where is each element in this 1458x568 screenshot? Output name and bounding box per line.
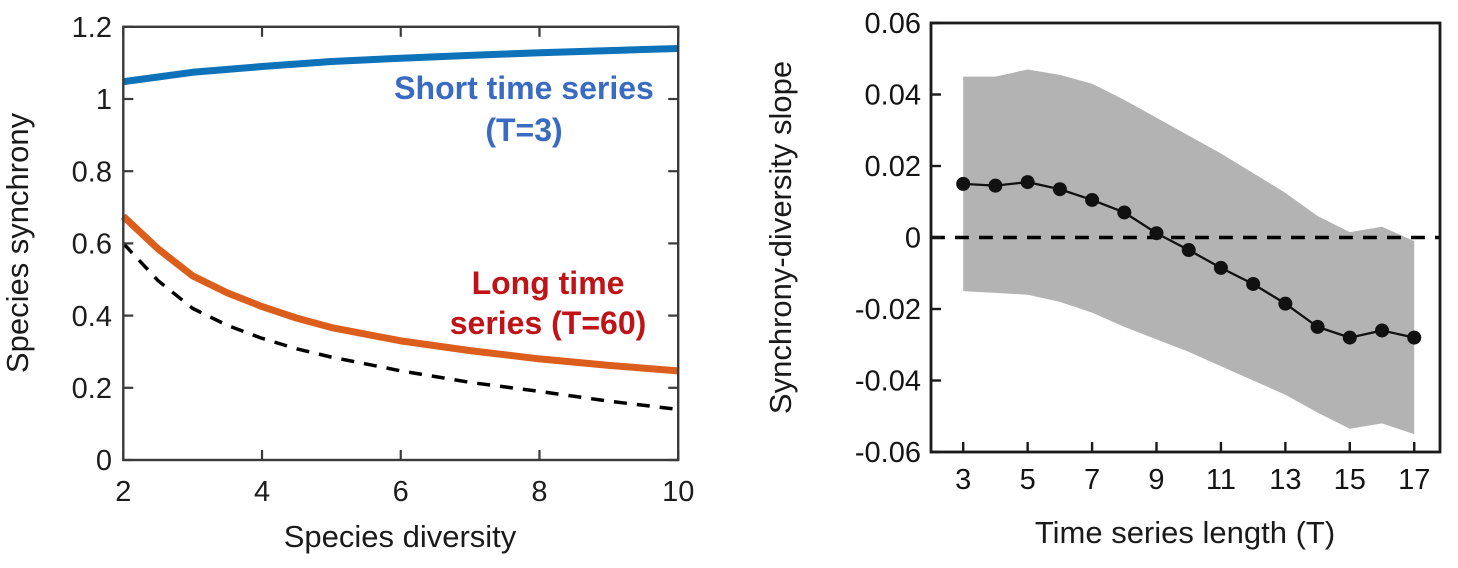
- x-tick-label: 6: [393, 476, 409, 508]
- data-point-marker: [988, 178, 1003, 193]
- short-series-annotation-line1: Short time series: [394, 70, 654, 106]
- y-tick-label: 0: [905, 223, 921, 255]
- right-xaxis-label: Time series length (T): [1035, 515, 1335, 550]
- y-tick-label: 0.8: [72, 156, 112, 188]
- y-tick-label: -0.04: [855, 366, 921, 398]
- data-point-marker: [1407, 330, 1422, 345]
- x-tick-label: 15: [1334, 464, 1366, 496]
- y-tick-label: 1: [96, 84, 112, 116]
- y-tick-label: 0: [96, 445, 112, 477]
- x-tick-label: 9: [1148, 464, 1164, 496]
- left-chart-figure: 2 4 6 8 10 0 0.2 0.4 0.6 0.8 1 1.2 Species diversit…: [0, 12, 694, 554]
- y-tick-label: 0.2: [72, 373, 112, 405]
- y-tick-label: 0.6: [72, 229, 112, 261]
- y-tick-label: 0.06: [865, 8, 921, 40]
- data-point-marker: [1020, 175, 1035, 190]
- data-point-marker: [1052, 182, 1067, 197]
- data-point-marker: [1375, 323, 1390, 338]
- right-plot-frame: [929, 21, 1442, 454]
- data-point-marker: [1149, 226, 1164, 241]
- short-series-line: [122, 44, 679, 86]
- data-point-marker: [1342, 330, 1357, 345]
- x-tick-label: 7: [1084, 464, 1100, 496]
- left-xaxis-label: Species diversity: [284, 519, 517, 554]
- data-point-marker: [1085, 192, 1100, 207]
- y-tick-label: 1.2: [72, 12, 112, 44]
- data-point-marker: [1246, 276, 1261, 291]
- data-point-marker: [956, 176, 971, 191]
- short-series-annotation-line2: (T=3): [485, 112, 562, 148]
- y-tick-label: -0.06: [855, 437, 921, 469]
- y-tick-label: 0.4: [72, 301, 112, 333]
- data-point-marker: [1310, 319, 1325, 334]
- long-series-annotation-line1: Long time: [472, 265, 625, 301]
- left-yaxis-label: Species synchrony: [0, 112, 35, 373]
- right-yaxis-label: Synchrony-diversity slope: [763, 61, 798, 414]
- dashed-reference-line: [122, 242, 679, 412]
- x-tick-label: 4: [254, 476, 270, 508]
- x-tick-label: 17: [1398, 464, 1430, 496]
- x-tick-label: 10: [662, 476, 694, 508]
- x-tick-label: 2: [115, 476, 131, 508]
- data-point-marker: [1213, 260, 1228, 275]
- data-point-marker: [1117, 205, 1132, 220]
- x-tick-label: 5: [1020, 464, 1036, 496]
- y-tick-label: -0.02: [855, 294, 921, 326]
- y-tick-label: 0.02: [865, 151, 921, 183]
- long-series-annotation-line2: series (T=60): [450, 305, 647, 341]
- long-series-line: [120, 213, 679, 375]
- left-plot-frame: [122, 25, 680, 462]
- y-tick-label: 0.04: [865, 80, 921, 112]
- right-chart-figure: 3 5 7 9 11 13 15 17 0.06 0.04 0.02 0 -0.02 -0.04 -0.06…: [763, 8, 1442, 550]
- data-point-marker: [1181, 243, 1196, 258]
- x-tick-label: 8: [531, 476, 547, 508]
- data-point-marker: [1278, 296, 1293, 311]
- x-tick-label: 13: [1269, 464, 1301, 496]
- right-plot-layer: 3 5 7 9 11 13 15 17 0.06 0.04 0.02 0 -0.02 -0.04 -0.06: [855, 8, 1440, 496]
- x-tick-label: 11: [1206, 464, 1236, 496]
- x-tick-label: 3: [955, 464, 971, 496]
